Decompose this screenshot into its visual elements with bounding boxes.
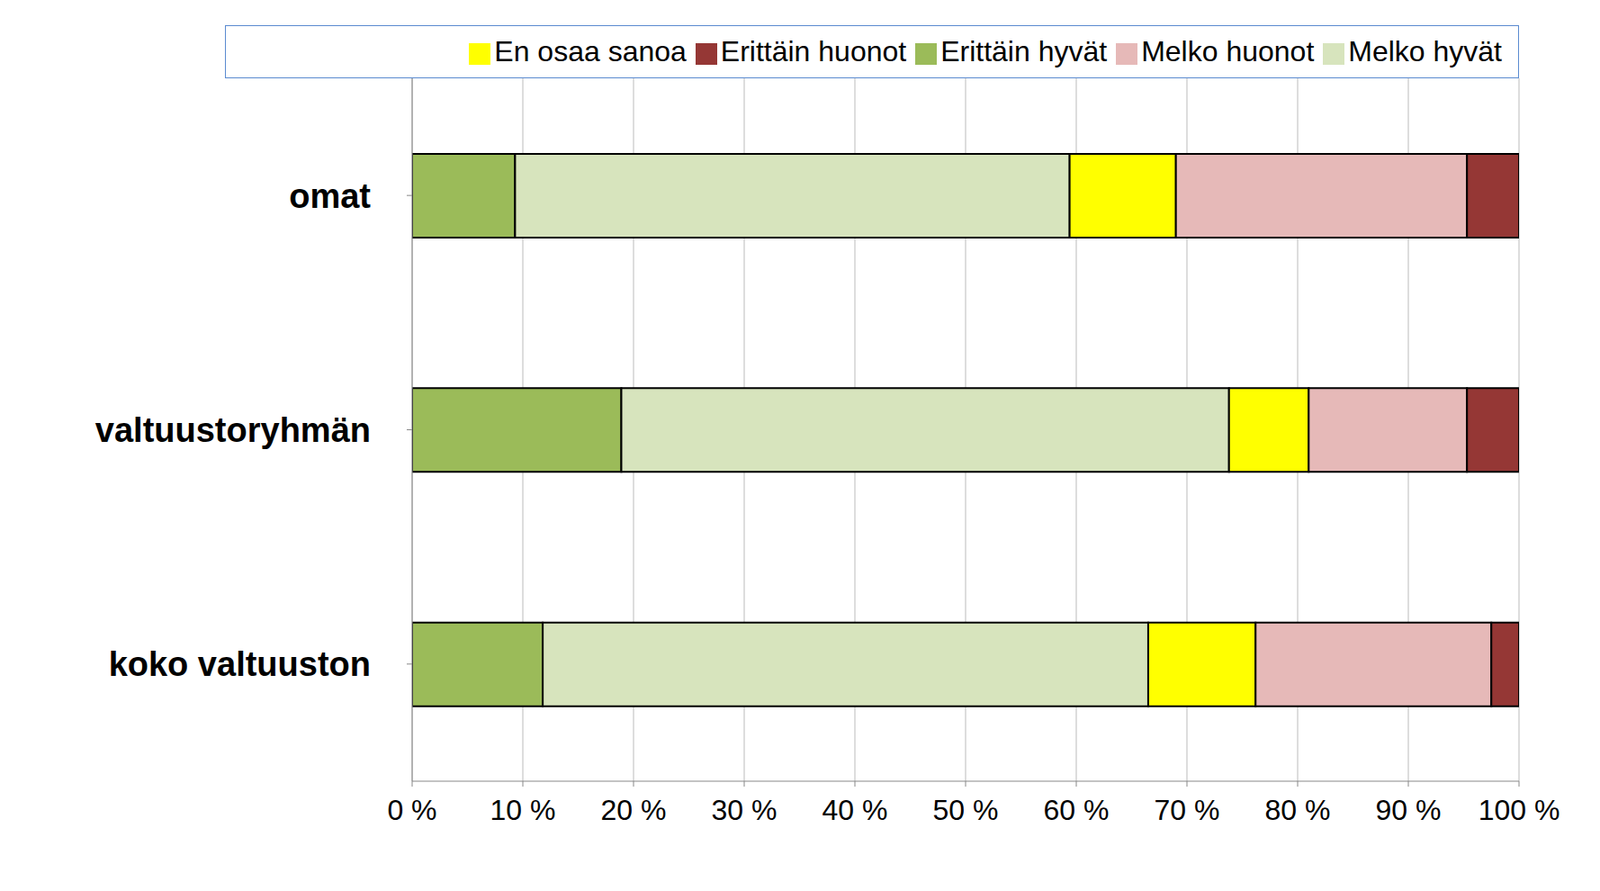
html-text:Melko hyvät: Melko hyvät: [1348, 35, 1502, 68]
svg-text:omat: omat: [288, 177, 371, 216]
svg-text:valtuustoryhmän: valtuustoryhmän: [95, 411, 371, 450]
html-text:Erittäin hyvät: Erittäin hyvät: [940, 35, 1107, 68]
svg-text:koko valtuuston: koko valtuuston: [108, 645, 371, 684]
html-text:Melko huonot: Melko huonot: [1141, 35, 1315, 68]
svg-text:30 %: 30 %: [711, 793, 778, 827]
svg-text:100 %: 100 %: [1478, 793, 1561, 827]
svg-text:50 %: 50 %: [933, 793, 999, 827]
svg-text:90 %: 90 %: [1375, 793, 1442, 827]
svg-text:20 %: 20 %: [601, 793, 667, 827]
svg-text:70 %: 70 %: [1154, 793, 1221, 827]
svg-text:80 %: 80 %: [1265, 793, 1331, 827]
svg-text:60 %: 60 %: [1043, 793, 1110, 827]
svg-text:10 %: 10 %: [490, 793, 557, 827]
html-text:En osaa sanoa: En osaa sanoa: [494, 35, 687, 68]
svg-text:40 %: 40 %: [822, 793, 889, 827]
html-text:Erittäin huonot: Erittäin huonot: [720, 35, 907, 68]
svg-text:0 %: 0 %: [386, 793, 437, 827]
